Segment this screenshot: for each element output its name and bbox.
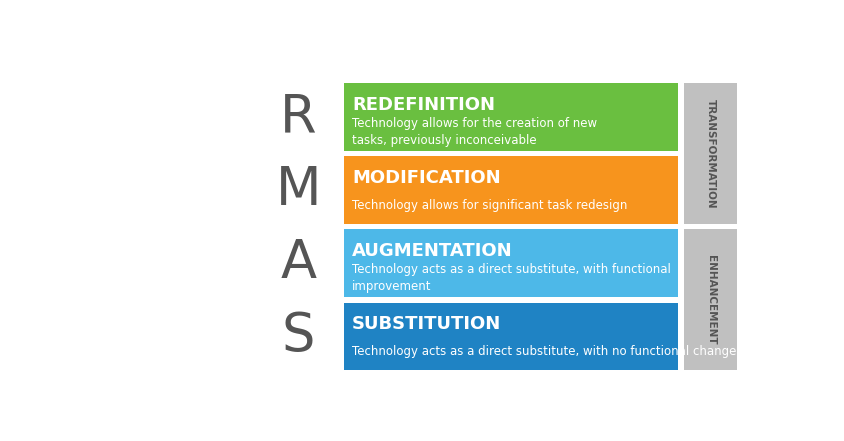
- Text: SUBSTITUTION: SUBSTITUTION: [352, 315, 501, 333]
- Text: M: M: [276, 164, 322, 217]
- Text: R: R: [280, 91, 316, 143]
- Text: MODIFICATION: MODIFICATION: [352, 169, 500, 187]
- FancyBboxPatch shape: [684, 229, 737, 370]
- Text: Technology acts as a direct substitute, with functional
improvement: Technology acts as a direct substitute, …: [352, 263, 671, 293]
- Text: ENHANCEMENT: ENHANCEMENT: [706, 255, 716, 345]
- FancyBboxPatch shape: [344, 229, 678, 297]
- Text: A: A: [280, 237, 316, 289]
- Text: Technology acts as a direct substitute, with no functional change: Technology acts as a direct substitute, …: [352, 345, 737, 358]
- Text: Technology allows for significant task redesign: Technology allows for significant task r…: [352, 199, 627, 212]
- Text: AUGMENTATION: AUGMENTATION: [352, 242, 512, 260]
- Text: REDEFINITION: REDEFINITION: [352, 96, 495, 114]
- FancyBboxPatch shape: [344, 303, 678, 370]
- FancyBboxPatch shape: [344, 83, 678, 151]
- Text: Technology allows for the creation of new
tasks, previously inconceivable: Technology allows for the creation of ne…: [352, 117, 598, 147]
- FancyBboxPatch shape: [684, 83, 737, 224]
- Text: TRANSFORMATION: TRANSFORMATION: [706, 99, 716, 209]
- FancyBboxPatch shape: [344, 157, 678, 224]
- Text: S: S: [282, 310, 315, 363]
